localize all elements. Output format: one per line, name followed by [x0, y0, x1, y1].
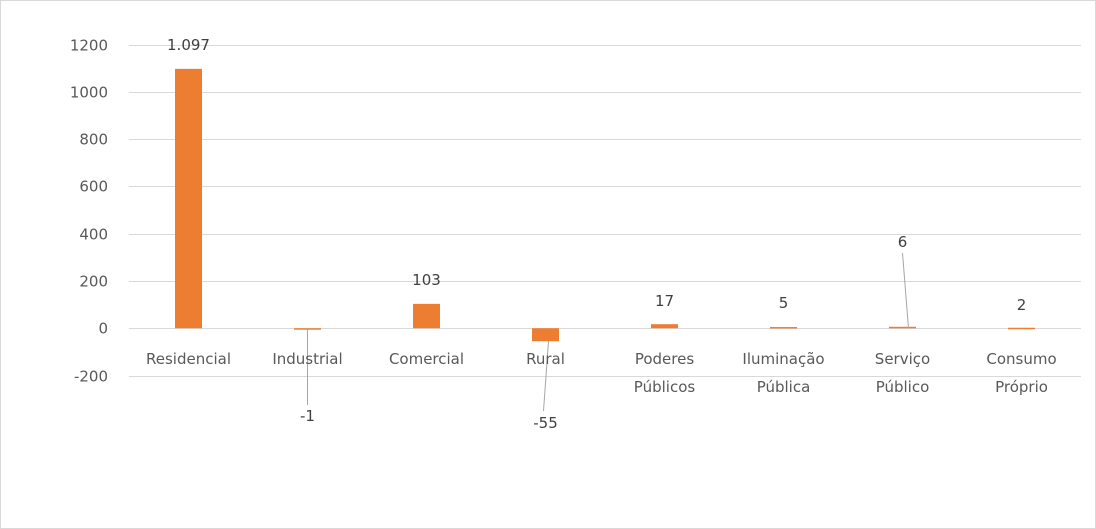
bar: [532, 328, 559, 342]
data-label: 6: [898, 233, 908, 251]
y-tick-label: 200: [79, 273, 108, 291]
y-tick-label: 800: [79, 131, 108, 149]
data-labels: 1.097 -1 103 -55 17 5 6 2: [167, 36, 1026, 432]
x-category-label: Rural: [526, 350, 565, 368]
data-label: 2: [1017, 296, 1027, 314]
leader-lines: [307, 252, 909, 412]
data-label: -1: [300, 407, 315, 425]
data-label: 17: [655, 292, 674, 310]
x-category-label: Serviço: [875, 350, 930, 368]
bar: [175, 68, 202, 329]
x-category-label: Públicos: [634, 378, 696, 396]
data-label: -55: [533, 414, 558, 432]
y-axis: 1200 1000 800 600 400 200 0 -200: [70, 37, 108, 386]
x-category-label: Industrial: [272, 350, 342, 368]
data-label: 1.097: [167, 36, 210, 54]
leader-line: [543, 341, 549, 412]
y-tick-label: 0: [98, 320, 108, 338]
bar: [413, 303, 440, 329]
data-label: 103: [412, 271, 441, 289]
x-category-label: Público: [876, 378, 930, 396]
bar: [651, 324, 678, 329]
bar: [1008, 327, 1035, 330]
x-category-label: Comercial: [389, 350, 464, 368]
bar: [770, 327, 797, 329]
x-category-label: Pública: [757, 378, 811, 396]
gridlines: [129, 45, 1081, 377]
x-axis: Residencial Industrial Comercial Rural Poder…: [146, 350, 1057, 396]
x-category-label: Poderes: [635, 350, 695, 368]
y-tick-label: 600: [79, 178, 108, 196]
leader-line: [902, 252, 909, 329]
x-category-label: Iluminação: [742, 350, 824, 368]
y-tick-label: 400: [79, 226, 108, 244]
data-label: 5: [779, 294, 789, 312]
x-category-label: Residencial: [146, 350, 231, 368]
y-tick-label: 1200: [70, 37, 108, 55]
bar: [889, 326, 916, 329]
y-tick-label: 1000: [70, 84, 108, 102]
x-category-label: Próprio: [995, 378, 1048, 396]
y-tick-label: -200: [74, 368, 108, 386]
x-category-label: Consumo: [986, 350, 1056, 368]
